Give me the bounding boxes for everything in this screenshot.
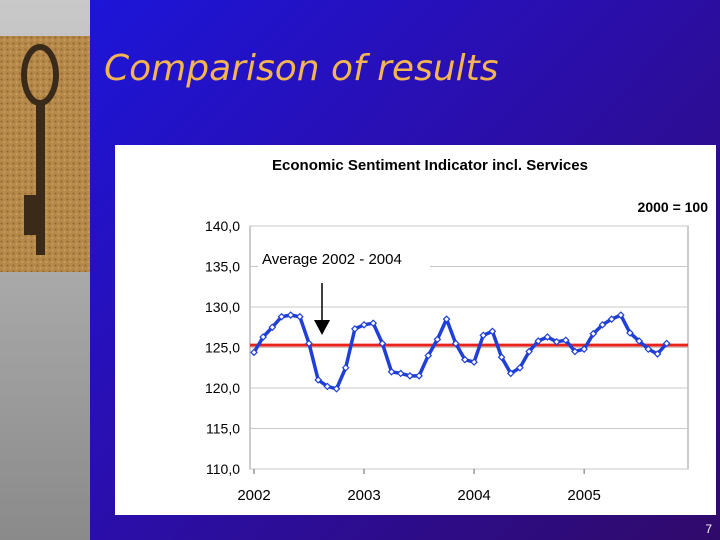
data-point [580, 345, 588, 353]
data-point [561, 336, 570, 345]
data-point [396, 369, 405, 378]
annotation-arrowhead [314, 320, 330, 335]
data-point [506, 369, 515, 378]
x-tick-label: 2005 [567, 487, 600, 504]
data-point [653, 350, 662, 358]
chart-note: 2000 = 100 [638, 199, 709, 215]
data-point [525, 347, 533, 356]
data-point [369, 319, 378, 328]
data-point [286, 311, 295, 319]
y-tick-label: 110,0 [206, 461, 240, 477]
data-point [442, 315, 451, 323]
data-point [305, 339, 313, 348]
data-point [341, 363, 350, 372]
data-point [415, 372, 423, 380]
data-point [644, 345, 653, 353]
data-point [616, 311, 625, 319]
data-point [607, 315, 616, 323]
slide-title: Comparison of results [104, 48, 499, 89]
data-point [314, 376, 323, 384]
data-point [323, 382, 332, 391]
data-point [516, 363, 524, 372]
data-point [424, 351, 433, 360]
y-tick-label: 135,0 [205, 259, 240, 275]
data-point [268, 323, 277, 332]
data-point [387, 367, 396, 376]
data-point [543, 333, 552, 341]
key-image [0, 36, 90, 272]
data-point [296, 312, 304, 321]
data-point [571, 347, 579, 356]
data-point [461, 355, 469, 364]
data-point [351, 325, 359, 333]
data-point [259, 333, 268, 341]
y-tick-label: 130,0 [205, 299, 240, 315]
data-point [635, 337, 643, 345]
data-point [378, 339, 387, 348]
y-tick-label: 140,0 [205, 218, 240, 234]
data-point [626, 329, 634, 337]
data-point [497, 353, 506, 362]
data-point [332, 384, 341, 393]
data-point [552, 337, 561, 346]
annotation: Average 2002 - 2004 [262, 251, 402, 268]
side-strip [0, 0, 90, 540]
data-point [534, 337, 543, 345]
data-point [433, 335, 442, 344]
y-tick-label: 125,0 [205, 340, 240, 356]
data-point [406, 372, 414, 380]
data-line [252, 313, 668, 391]
y-tick-label: 115,0 [206, 421, 240, 437]
data-point [250, 348, 258, 357]
page-number: 7 [705, 522, 712, 536]
x-tick-label: 2002 [237, 487, 270, 504]
data-point [277, 312, 286, 321]
chart-title: Economic Sentiment Indicator incl. Servi… [272, 157, 588, 174]
data-point [662, 339, 671, 348]
data-point [598, 320, 607, 329]
data-point [479, 331, 488, 340]
x-tick-label: 2004 [457, 487, 490, 504]
annotation-bg [258, 244, 430, 270]
data-point [470, 358, 478, 366]
data-point [451, 339, 460, 348]
x-tick-label: 2003 [347, 487, 380, 504]
data-point [589, 329, 598, 338]
y-tick-label: 120,0 [205, 380, 240, 396]
data-point [488, 327, 497, 336]
data-point [360, 320, 368, 329]
